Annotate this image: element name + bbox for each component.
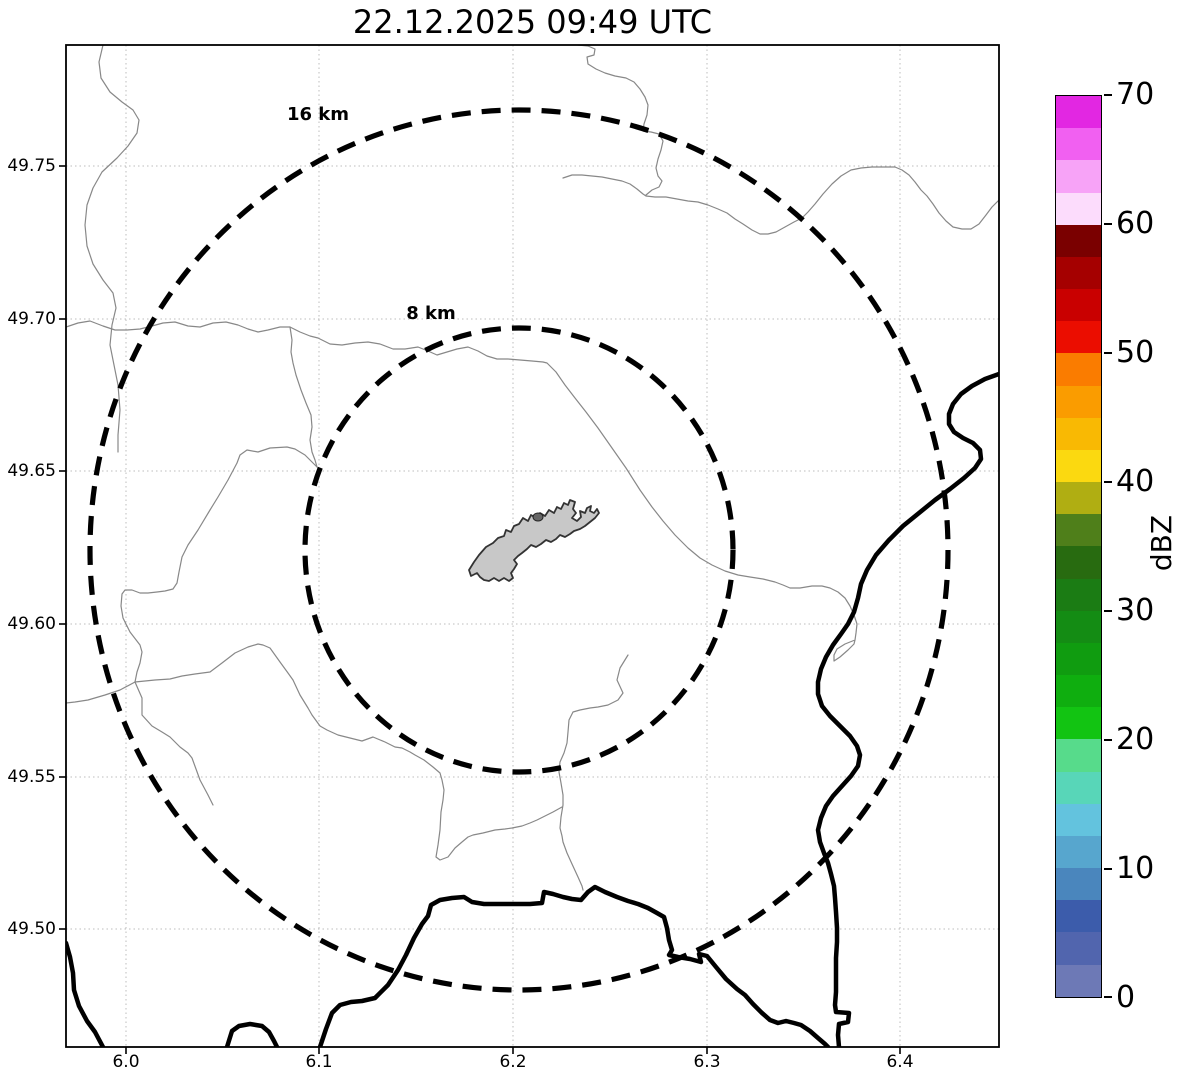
colorbar-band <box>1056 675 1101 708</box>
colorbar-unit-label: dBZ <box>1145 514 1178 572</box>
river-moselle-sauer <box>815 371 999 1047</box>
colorbar-tick <box>1104 94 1112 96</box>
airport-terminal-mark <box>532 512 544 522</box>
colorbar-band <box>1056 385 1101 418</box>
x-tick-label: 6.0 <box>112 1052 140 1072</box>
range-ring-16km <box>87 107 951 993</box>
colorbar-band <box>1056 546 1101 579</box>
colorbar-band <box>1056 739 1101 772</box>
colorbar-band <box>1056 353 1101 386</box>
y-tick-label: 49.65 <box>7 461 56 481</box>
x-tick-label: 6.1 <box>305 1052 333 1072</box>
colorbar-band <box>1056 192 1101 225</box>
admin-boundary-lines <box>66 45 999 891</box>
colorbar-band <box>1056 224 1101 257</box>
colorbar-band <box>1056 578 1101 611</box>
range-ring-8km-label: 8 km <box>406 303 456 324</box>
colorbar-tick <box>1104 481 1112 483</box>
colorbar-band <box>1056 514 1101 547</box>
colorbar-tick-label: 10 <box>1116 851 1155 886</box>
colorbar-tick <box>1104 610 1112 612</box>
colorbar-tick-label: 30 <box>1116 593 1155 628</box>
colorbar-band <box>1056 771 1101 804</box>
range-ring-8km <box>302 325 736 775</box>
colorbar-band <box>1056 417 1101 450</box>
colorbar-tick-label: 70 <box>1116 77 1155 112</box>
colorbar-band <box>1056 128 1101 161</box>
colorbar-tick-label: 20 <box>1116 722 1155 757</box>
colorbar-band <box>1056 160 1101 193</box>
colorbar-tick <box>1104 868 1112 870</box>
axis-tick-marks <box>59 165 901 1054</box>
colorbar-band <box>1056 707 1101 740</box>
range-ring-16km-label: 16 km <box>286 104 350 125</box>
colorbar-band <box>1056 803 1101 836</box>
x-tick-label: 6.4 <box>886 1052 914 1072</box>
colorbar-band <box>1056 932 1101 965</box>
colorbar-band <box>1056 96 1101 129</box>
y-tick-label: 49.50 <box>7 919 56 939</box>
colorbar-band <box>1056 610 1101 643</box>
colorbar-band <box>1056 321 1101 354</box>
colorbar-tick-label: 40 <box>1116 464 1155 499</box>
colorbar-band <box>1056 482 1101 515</box>
y-tick-label: 49.55 <box>7 767 56 787</box>
y-tick-label: 49.70 <box>7 309 56 329</box>
colorbar-band <box>1056 449 1101 483</box>
y-tick-label: 49.75 <box>7 156 56 176</box>
colorbar-tick <box>1104 223 1112 225</box>
border-river-lines <box>66 371 999 1047</box>
colorbar-bands <box>1055 95 1102 998</box>
colorbar-band <box>1056 256 1101 290</box>
border-south-hump <box>224 1021 280 1047</box>
plot-title: 22.12.2025 09:49 UTC <box>352 3 713 41</box>
colorbar-band <box>1056 289 1101 322</box>
colorbar-tick <box>1104 352 1112 354</box>
colorbar-tick <box>1104 996 1112 998</box>
colorbar-band <box>1056 900 1101 933</box>
colorbar-tick <box>1104 739 1112 741</box>
y-tick-label: 49.60 <box>7 614 56 634</box>
colorbar-band <box>1056 835 1101 869</box>
range-rings <box>87 107 951 993</box>
airport-outline <box>468 499 600 582</box>
colorbar-band <box>1056 964 1101 997</box>
colorbar-tick-label: 50 <box>1116 335 1155 370</box>
x-tick-label: 6.2 <box>499 1052 527 1072</box>
x-tick-label: 6.3 <box>693 1052 721 1072</box>
colorbar-band <box>1056 868 1101 901</box>
border-southwest-corner <box>66 940 106 1047</box>
colorbar-tick-label: 0 <box>1116 980 1136 1015</box>
border-south <box>317 884 831 1047</box>
colorbar-tick-label: 60 <box>1116 206 1155 241</box>
plot-frame <box>65 44 1000 1048</box>
colorbar-band <box>1056 642 1101 676</box>
